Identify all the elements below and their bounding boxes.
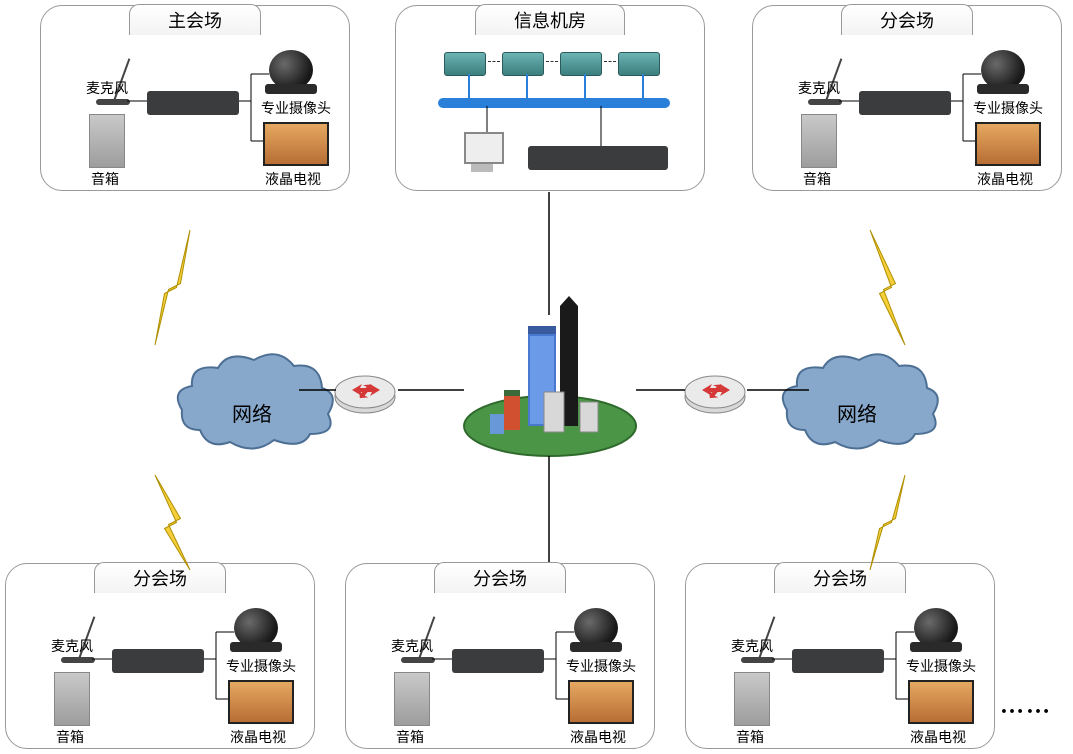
- panel-b3: 分会场麦克风音箱专业摄像头液晶电视: [345, 563, 655, 749]
- router-icon-0: [330, 370, 400, 425]
- lightning-icon-1: [135, 465, 210, 580]
- panel-main: 主会场麦克风音箱专业摄像头液晶电视: [40, 5, 350, 191]
- lightning-icon-0: [135, 220, 210, 355]
- lightning-icon-2: [850, 220, 925, 355]
- panel-b1: 分会场麦克风音箱专业摄像头液晶电视: [752, 5, 1062, 191]
- panel-b4: 分会场麦克风音箱专业摄像头液晶电视: [685, 563, 995, 749]
- panel-title: 信息机房: [475, 4, 625, 35]
- ellipsis: ……: [1000, 693, 1052, 720]
- panel-server: 信息机房: [395, 5, 705, 191]
- lightning-icon-3: [850, 465, 925, 580]
- cloud-label-1: 网络: [837, 398, 877, 427]
- cloud-label-0: 网络: [232, 398, 272, 427]
- diagram-canvas: 主会场麦克风音箱专业摄像头液晶电视信息机房分会场麦克风音箱专业摄像头液晶电视分会…: [0, 0, 1073, 754]
- panel-b2: 分会场麦克风音箱专业摄像头液晶电视: [5, 563, 315, 749]
- city-icon: [450, 296, 650, 476]
- router-icon-1: [680, 370, 750, 425]
